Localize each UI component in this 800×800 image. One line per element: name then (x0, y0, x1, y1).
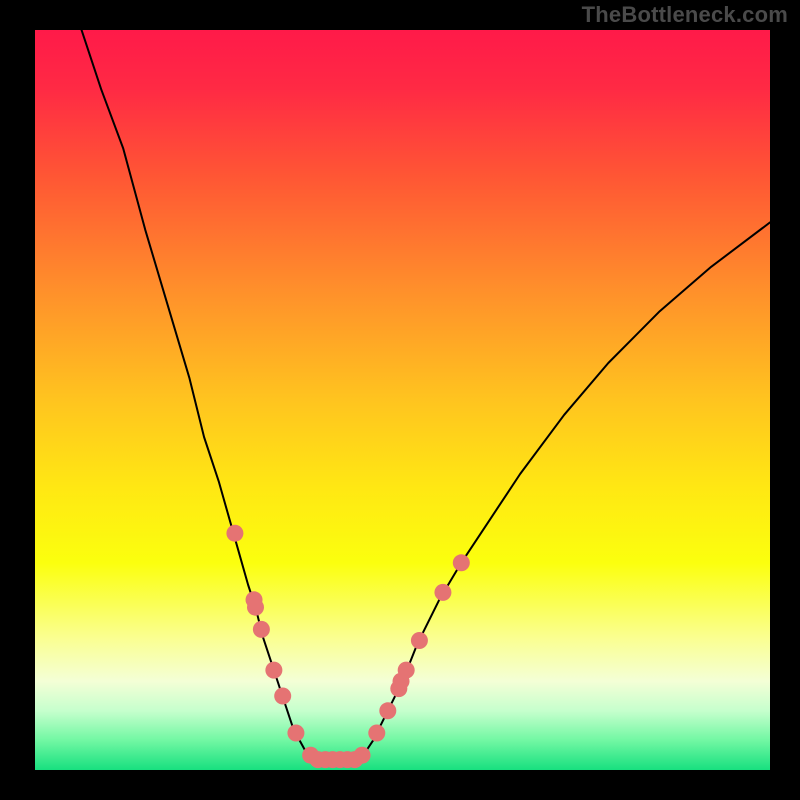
marker-point (274, 688, 291, 705)
marker-point (287, 725, 304, 742)
plot-svg (35, 30, 770, 770)
watermark-text: TheBottleneck.com (582, 2, 788, 28)
marker-point (226, 525, 243, 542)
marker-point (368, 725, 385, 742)
marker-point (265, 662, 282, 679)
marker-point (354, 747, 371, 764)
plot-background-gradient (35, 30, 770, 770)
marker-point (398, 662, 415, 679)
marker-point (379, 702, 396, 719)
plot-area (35, 30, 770, 770)
chart-stage: TheBottleneck.com (0, 0, 800, 800)
marker-point (411, 632, 428, 649)
marker-point (253, 621, 270, 638)
marker-point (247, 599, 264, 616)
marker-point (434, 584, 451, 601)
marker-point (453, 554, 470, 571)
